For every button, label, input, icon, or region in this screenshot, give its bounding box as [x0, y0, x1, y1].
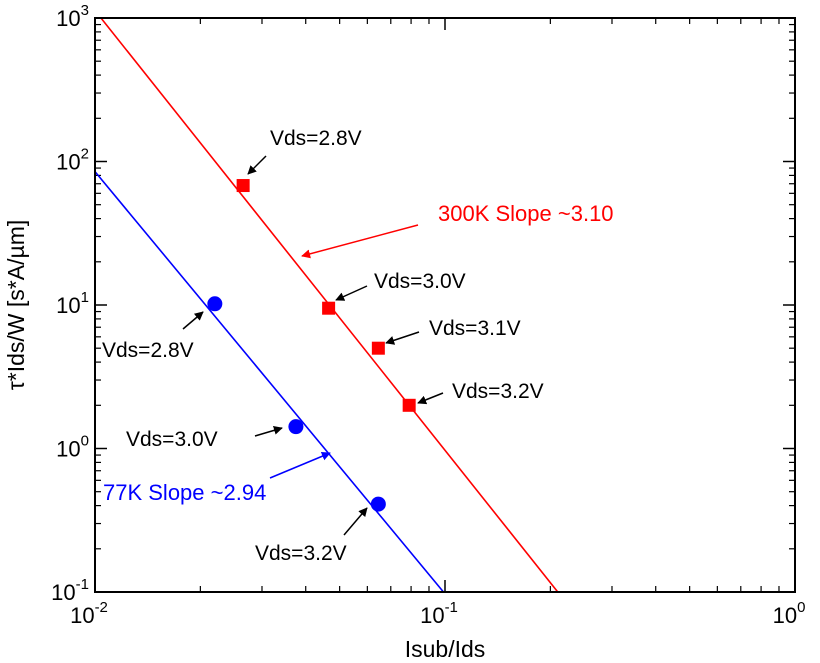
s77-point-label: Vds=3.2V [255, 542, 347, 565]
annotation-arrow [254, 425, 283, 437]
s300-point-label: Vds=3.0V [374, 270, 466, 293]
y-tick-label: 100 [56, 433, 89, 462]
y-tick-label: 102 [56, 146, 89, 175]
annotation-arrow [182, 311, 204, 330]
s77-point [207, 296, 223, 312]
x-tick-label: 100 [773, 599, 806, 628]
annotation-arrow [335, 285, 368, 301]
annotation-arrow [343, 507, 368, 536]
y-axis-title: τ*Ids/W [s*A/µm] [3, 220, 29, 391]
s77-series-label: 77K Slope ~2.94 [103, 480, 266, 505]
s300-point-label: Vds=3.1V [429, 317, 521, 340]
y-tick-label: 103 [56, 2, 89, 31]
s77-point [288, 419, 304, 435]
s77-fit-line [94, 171, 445, 593]
s77-point-label: Vds=2.8V [102, 339, 194, 362]
x-tick-label: 10-1 [420, 599, 458, 628]
y-tick-label: 101 [56, 289, 89, 318]
s300-point [322, 301, 336, 315]
s300-label-arrow [301, 224, 419, 259]
s300-series-label: 300K Slope ~3.10 [438, 201, 614, 226]
annotation-arrow [385, 331, 420, 345]
s300-point-label: Vds=2.8V [270, 127, 362, 150]
annotation-arrow [247, 155, 267, 175]
y-tick-label: 10-1 [51, 576, 89, 605]
plot-frame [94, 17, 796, 593]
annotations: Vds=2.8V Vds=3.0V Vds=3.1V Vds=3.2V 300K Slo… [102, 127, 614, 565]
s300-point [371, 341, 385, 355]
x-tick-label: 10-2 [70, 599, 108, 628]
s77-label-arrow [269, 451, 331, 479]
s300-point [402, 398, 416, 412]
x-axis-title: Isub/Ids [405, 636, 486, 662]
s300-point-label: Vds=3.2V [452, 380, 544, 403]
data-points [207, 179, 416, 512]
s77-point [370, 496, 386, 512]
s77-point-label: Vds=3.0V [126, 428, 218, 451]
annotation-arrow [417, 392, 444, 405]
s300-point [236, 179, 250, 193]
